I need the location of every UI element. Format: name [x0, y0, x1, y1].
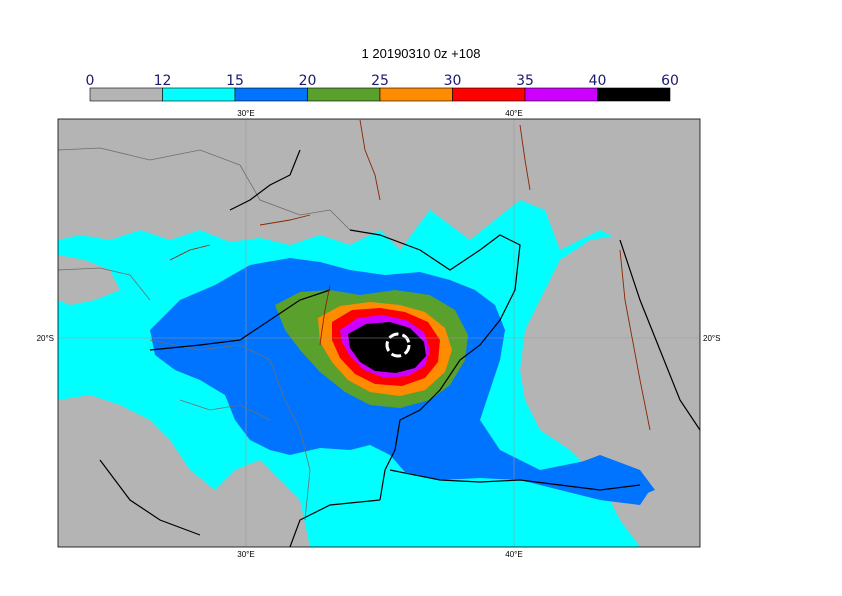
colorbar-tick-label: 60: [661, 73, 679, 89]
graticule: [58, 119, 700, 547]
colorbar: 0 12 15 20 25 30 35 40 60: [86, 73, 679, 102]
colorbar-tick-label: 15: [226, 73, 244, 89]
land-areas: [58, 119, 700, 547]
colorbar-box: [597, 87, 671, 102]
country-borders: [58, 147, 351, 521]
colorbar-tick-label: 35: [516, 73, 534, 89]
land-west-strip: [58, 255, 120, 305]
land-southwest: [58, 395, 310, 547]
bottom-lon-label-40: 40°E: [505, 550, 522, 559]
colorbar-tick-label: 25: [371, 73, 389, 89]
land-north: [58, 119, 700, 300]
colorbar-tick-label: 12: [154, 73, 172, 89]
colorbar-tick-label: 0: [86, 73, 95, 89]
axis-labels: 30°E 40°E 30°E 40°E 20°S 20°S: [37, 109, 721, 559]
rivers: [169, 119, 651, 431]
left-lat-label: 20°S: [37, 334, 54, 343]
bottom-lon-label-30: 30°E: [237, 550, 254, 559]
cyclone-eye-ring: [385, 332, 411, 358]
colorbar-tick-label: 20: [299, 73, 317, 89]
land-madagascar: [520, 235, 700, 547]
right-lat-label: 20°S: [703, 334, 720, 343]
map-frame: [57, 118, 701, 548]
colorbar-boxes: [89, 87, 671, 102]
field-15-20-south: [560, 455, 655, 500]
top-lon-label-30: 30°E: [237, 109, 254, 118]
coastlines: [99, 149, 700, 547]
colorbar-tick-label: 40: [589, 73, 607, 89]
top-lon-label-40: 40°E: [505, 109, 522, 118]
colorbar-tick-label: 30: [444, 73, 462, 89]
colorbar-ticks: 0 12 15 20 25 30 35 40 60: [86, 73, 679, 89]
map-title: 1 20190310 0z +108: [361, 46, 481, 61]
